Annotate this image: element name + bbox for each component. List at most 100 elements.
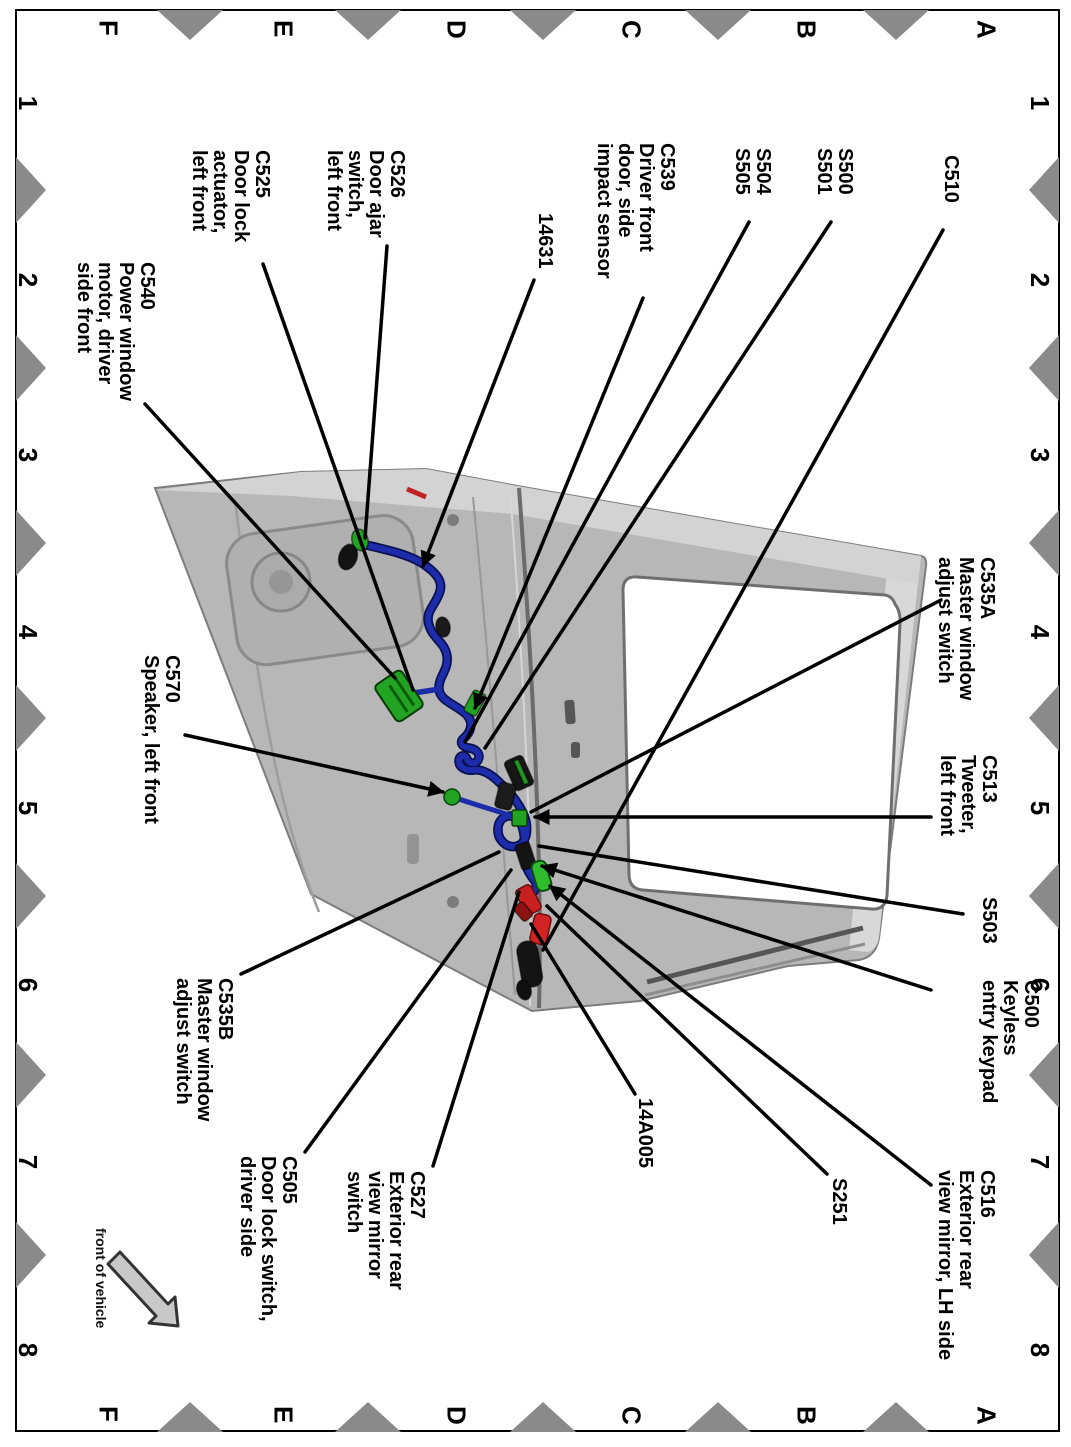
leader-line-C525 [261, 262, 415, 692]
panel-slot-3 [407, 834, 419, 864]
callout-C535B: C535B Master window adjust switch [172, 978, 236, 1122]
leader-line-C535B [239, 850, 501, 976]
speaker-boss-center [269, 570, 293, 594]
callout-C540: C540 Power window motor, driver side fro… [73, 262, 158, 401]
grid-marker-layer [16, 10, 1059, 1432]
callout-S503: S503 [978, 897, 1000, 944]
connector-14631-grommet [337, 543, 359, 571]
grid-row-label-left-B: B [791, 20, 822, 39]
callout-C526: C526 Door ajar switch, left front [323, 150, 408, 238]
grid-col-label-bottom-3: 3 [13, 447, 43, 463]
callout-C535A: C535A Master window adjust switch [934, 557, 998, 701]
callout-C527: C527 Exterior rear view mirror switch [343, 1171, 428, 1290]
leader-line-C516 [548, 884, 933, 1187]
leader-line-S500-S501 [483, 220, 833, 750]
harness-branch-speaker [456, 796, 515, 819]
connector-C510-stripe [512, 758, 530, 786]
grid-marker-top [1029, 863, 1059, 929]
grid-col-label-bottom-7: 7 [13, 1154, 43, 1170]
leader-line-C570 [183, 733, 445, 797]
grid-marker-top [1029, 157, 1059, 223]
grid-marker-bottom [16, 863, 46, 929]
connector-cluster-dark-2 [514, 841, 537, 871]
grid-col-label-top-2: 2 [1025, 272, 1055, 288]
grid-row-label-right-C: C [616, 1406, 647, 1425]
leader-line-C540 [143, 402, 397, 680]
callout-C570: C570 Speaker, left front [140, 655, 183, 824]
callout-S251: S251 [828, 1178, 850, 1225]
harness-boot [516, 940, 544, 988]
callout-C525: C525 Door lock actuator, left front [188, 150, 273, 243]
callout-14631: 14631 [534, 213, 556, 269]
grid-marker-right [510, 1402, 576, 1432]
grid-col-label-bottom-8: 8 [13, 1342, 43, 1358]
grid-col-label-top-4: 4 [1025, 624, 1055, 640]
callout-C505: C505 Door lock switch, driver side [236, 1156, 300, 1322]
grid-row-label-left-F: F [93, 20, 124, 36]
leader-line-C527 [431, 890, 521, 1168]
grid-col-label-top-7: 7 [1025, 1154, 1055, 1170]
grid-marker-left [157, 10, 223, 40]
leader-line-S251 [545, 904, 829, 1176]
grid-row-label-left-A: A [971, 20, 1002, 39]
grid-col-label-top-5: 5 [1025, 800, 1055, 816]
grid-marker-top [1029, 1222, 1059, 1288]
grid-col-label-bottom-2: 2 [13, 272, 43, 288]
panel-hole-2 [447, 896, 459, 908]
grid-col-label-bottom-6: 6 [13, 977, 43, 993]
grid-col-label-top-8: 8 [1025, 1342, 1055, 1358]
glass-run-channel-2 [644, 942, 866, 997]
grid-marker-top [1029, 335, 1059, 401]
callout-S504-S505: S504 S505 [731, 148, 774, 195]
grid-row-label-left-C: C [616, 20, 647, 39]
leader-line-14A005 [529, 922, 637, 1096]
grid-marker-bottom [16, 335, 46, 401]
panel-slot-2 [571, 742, 580, 758]
grid-marker-left [863, 10, 929, 40]
callout-C513: C513 Tweeter, left front [936, 755, 1000, 837]
grid-row-label-right-A: A [971, 1406, 1002, 1425]
panel-slot-1 [564, 699, 576, 725]
leader-line-C510 [541, 228, 945, 952]
grid-marker-bottom [16, 1222, 46, 1288]
leader-line-C500 [540, 862, 933, 992]
connector-rib [388, 684, 409, 713]
connector-rib [394, 677, 415, 707]
glass-run-channel [646, 925, 864, 985]
grid-marker-top [1029, 685, 1059, 751]
grid-row-label-left-E: E [268, 20, 299, 38]
callout-C510: C510 [940, 155, 962, 203]
grid-col-label-bottom-1: 1 [13, 95, 43, 111]
red-sill-mark [406, 486, 427, 500]
callout-14A005: 14A005 [634, 1098, 656, 1169]
grid-marker-right [335, 1402, 401, 1432]
grid-row-label-right-F: F [93, 1406, 124, 1422]
leader-line-S504-S505 [463, 220, 751, 744]
callout-C539: C539 Driver front door, side impact sens… [593, 143, 678, 279]
connector-cluster-dark [494, 781, 517, 811]
grid-marker-bottom [16, 1042, 46, 1108]
grid-marker-left [335, 10, 401, 40]
leader-line-C505 [303, 868, 513, 1154]
front-of-vehicle-label: front of vehicle [93, 1228, 109, 1329]
connector-C570-speaker [443, 788, 461, 806]
leader-line-layer [143, 220, 965, 1187]
leader-line-C526 [363, 244, 389, 540]
grid-col-label-top-3: 3 [1025, 447, 1055, 463]
grid-col-label-bottom-5: 5 [13, 800, 43, 816]
grid-marker-bottom [16, 510, 46, 576]
connector-dark-mid [435, 616, 451, 638]
grid-row-label-right-B: B [791, 1406, 822, 1425]
grid-row-label-right-E: E [268, 1406, 299, 1424]
connector-C513-tweeter [511, 809, 528, 827]
grid-marker-right [157, 1402, 223, 1432]
grid-row-label-left-D: D [441, 20, 472, 39]
grid-marker-bottom [16, 685, 46, 751]
panel-hole-1 [447, 514, 459, 526]
grid-marker-right [685, 1402, 751, 1432]
connector-red-dark [513, 901, 534, 922]
front-of-vehicle-arrow [106, 1250, 180, 1328]
grid-marker-bottom [16, 157, 46, 223]
